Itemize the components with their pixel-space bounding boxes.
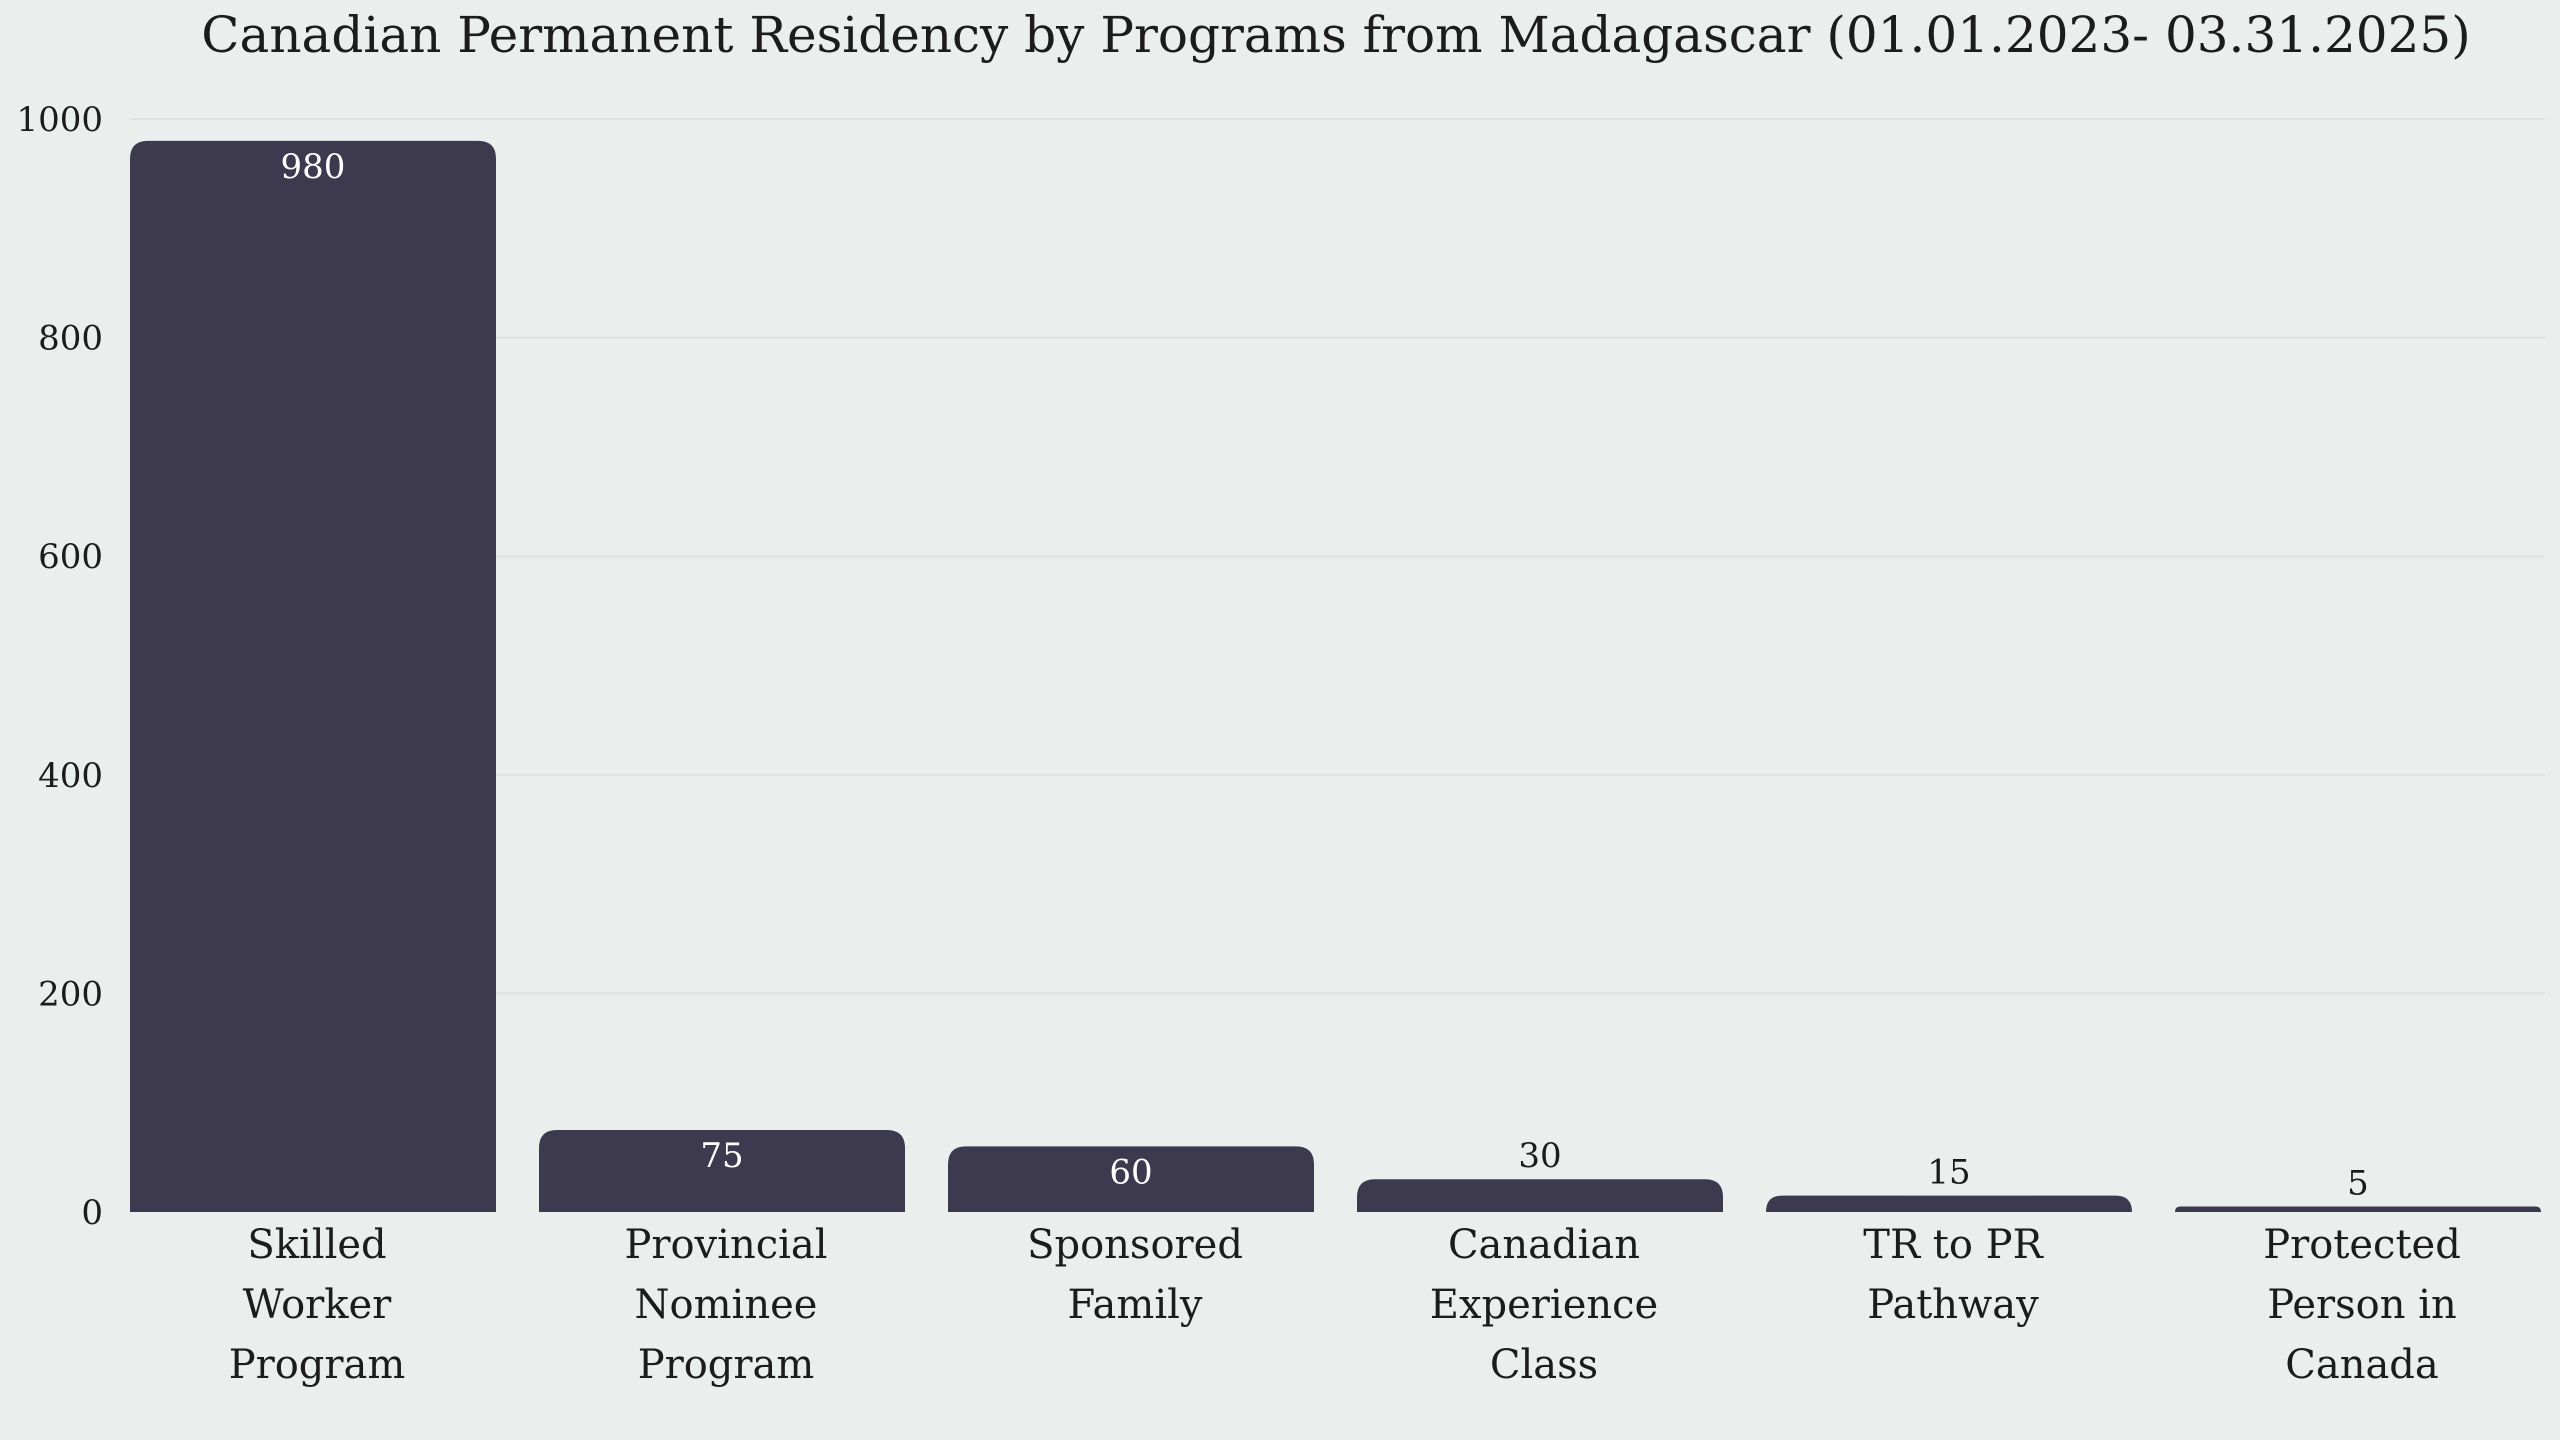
x-tick-label-line: Sponsored (1027, 1222, 1243, 1268)
x-tick-label-line: Canada (2285, 1342, 2439, 1388)
gridlines (130, 118, 2545, 995)
y-tick-label: 200 (38, 974, 103, 1014)
x-tick-label-line: Protected (2263, 1222, 2461, 1268)
x-tick-label-line: TR to PR (1863, 1222, 2044, 1268)
x-tick-label-line: Skilled (247, 1222, 386, 1268)
x-tick-label-line: Family (1068, 1282, 1203, 1328)
bar (1357, 1179, 1723, 1212)
data-labels: 980 75 60 30 15 5 (281, 147, 2369, 1204)
x-tick-label: TR to PR Pathway (1863, 1222, 2044, 1328)
y-tick-label: 600 (38, 537, 103, 577)
data-label: 5 (2347, 1164, 2369, 1204)
bar (130, 140, 496, 1213)
x-tick-label-line: Pathway (1867, 1282, 2039, 1328)
chart-title: Canadian Permanent Residency by Programs… (201, 6, 2470, 64)
data-label: 980 (281, 147, 346, 187)
bar (948, 1146, 1314, 1212)
x-tick-label-line: Program (638, 1342, 815, 1388)
y-tick-label: 400 (38, 756, 103, 796)
x-tick-label-line: Worker (243, 1282, 393, 1328)
x-tick-label: Canadian Experience Class (1430, 1222, 1658, 1388)
y-tick-label: 1000 (16, 100, 103, 140)
bar (539, 1130, 905, 1212)
x-tick-label-line: Class (1490, 1342, 1598, 1388)
data-label: 15 (1927, 1153, 1970, 1193)
x-tick-label-line: Provincial (624, 1222, 827, 1268)
x-tick-label-line: Person in (2267, 1282, 2457, 1328)
x-tick-label: Protected Person in Canada (2263, 1222, 2461, 1388)
bars (130, 140, 2541, 1213)
data-label: 60 (1109, 1152, 1152, 1192)
x-tick-label: Sponsored Family (1027, 1222, 1243, 1328)
y-axis-ticks: 0 200 400 600 800 1000 (16, 100, 103, 1233)
bar (2175, 1206, 2541, 1212)
y-tick-label: 0 (81, 1193, 103, 1233)
data-label: 30 (1518, 1136, 1561, 1176)
bar (1766, 1195, 2132, 1212)
x-tick-label-line: Nominee (635, 1282, 818, 1328)
x-tick-label-line: Canadian (1448, 1222, 1640, 1268)
x-tick-label-line: Program (229, 1342, 406, 1388)
x-tick-label: Provincial Nominee Program (624, 1222, 827, 1388)
x-tick-label-line: Experience (1430, 1282, 1658, 1328)
y-tick-label: 800 (38, 319, 103, 359)
x-tick-label: Skilled Worker Program (229, 1222, 406, 1388)
data-label: 75 (700, 1136, 743, 1176)
